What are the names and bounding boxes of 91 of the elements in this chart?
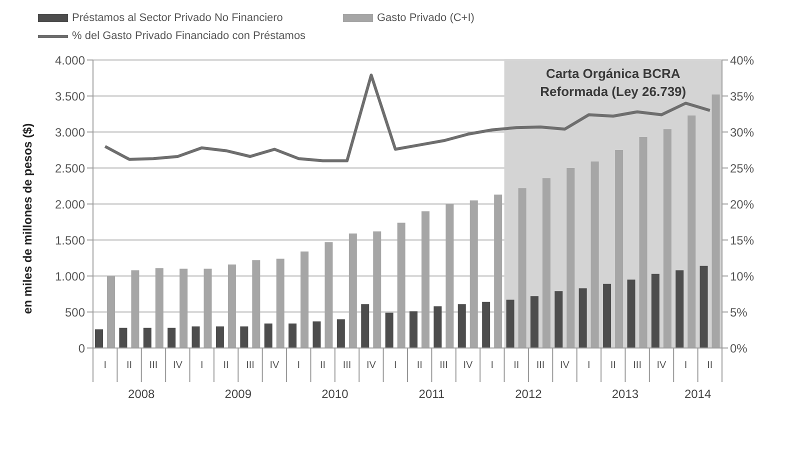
bar bbox=[518, 188, 526, 348]
bar bbox=[542, 178, 550, 348]
x-tick-label: I bbox=[394, 360, 397, 371]
bar bbox=[458, 304, 466, 348]
x-tick-label: IV bbox=[463, 360, 474, 371]
x-tick-label: II bbox=[223, 360, 229, 371]
x-tick-label: II bbox=[514, 360, 520, 371]
x-tick-label: IV bbox=[172, 360, 183, 371]
bar bbox=[312, 321, 321, 348]
text: 2008 bbox=[128, 387, 156, 401]
y2-tick-label: 25% bbox=[730, 161, 754, 176]
x-tick-label: I bbox=[684, 360, 688, 371]
x-tick-label: I bbox=[104, 360, 106, 371]
bar bbox=[590, 162, 599, 348]
y-tick-label: 0 bbox=[78, 341, 86, 356]
x-tick-label: II bbox=[707, 360, 713, 371]
x-tick-label: III bbox=[246, 360, 254, 371]
bar bbox=[434, 306, 442, 348]
x-tick-label: II bbox=[416, 360, 422, 371]
x-tick-label: I bbox=[490, 360, 494, 371]
text: 2010 bbox=[322, 387, 349, 401]
bar bbox=[651, 274, 660, 348]
bar bbox=[712, 94, 720, 348]
text: 2011 bbox=[418, 387, 445, 401]
x-tick-label: IV bbox=[560, 360, 570, 371]
bar bbox=[192, 326, 200, 348]
y-tick-label: 2.500 bbox=[54, 161, 86, 176]
bar bbox=[578, 288, 587, 348]
x-tick-label: III bbox=[149, 360, 158, 371]
x-tick-label: II bbox=[126, 360, 132, 371]
x-tick-label: III bbox=[342, 360, 352, 371]
bar bbox=[143, 328, 152, 348]
bar bbox=[639, 137, 648, 348]
bar bbox=[240, 326, 248, 348]
bar bbox=[482, 302, 490, 348]
legend-label: Gasto Privado (C+I) bbox=[376, 12, 474, 24]
y2-tick-label: 15% bbox=[730, 233, 754, 248]
bar bbox=[700, 266, 708, 348]
y-tick-label: 1.000 bbox=[54, 269, 86, 284]
text: 2013 bbox=[612, 387, 639, 401]
bar bbox=[566, 168, 575, 348]
x-tick-label: II bbox=[610, 360, 616, 371]
bar bbox=[603, 284, 612, 348]
y2-tick-label: 35% bbox=[730, 89, 754, 104]
y-tick-label: 500 bbox=[64, 305, 86, 320]
bar bbox=[336, 319, 345, 348]
bar bbox=[119, 328, 128, 348]
bar bbox=[663, 129, 672, 348]
y-tick-label: 1.500 bbox=[54, 233, 86, 248]
y-tick-label: 3.500 bbox=[54, 89, 86, 104]
x-tick-label: I bbox=[588, 360, 590, 371]
bar bbox=[95, 329, 103, 348]
bar bbox=[676, 270, 684, 348]
x-tick-label: IV bbox=[366, 360, 376, 371]
text: 2014 bbox=[684, 387, 712, 401]
legend-label: Préstamos al Sector Privado No Financiero bbox=[72, 12, 283, 24]
y2-tick-label: 20% bbox=[730, 197, 754, 212]
bar bbox=[688, 115, 696, 348]
y2-tick-label: 5% bbox=[730, 305, 748, 320]
y2-tick-label: 30% bbox=[730, 125, 754, 140]
x-tick-label: IV bbox=[656, 360, 667, 371]
bar bbox=[615, 150, 624, 348]
bar bbox=[385, 312, 394, 348]
bar bbox=[288, 324, 297, 348]
x-tick-label: III bbox=[536, 360, 545, 371]
bar bbox=[168, 328, 176, 348]
x-tick-label: IV bbox=[270, 360, 280, 371]
bar bbox=[506, 300, 514, 348]
bar bbox=[216, 326, 224, 348]
y2-tick-label: 10% bbox=[730, 269, 754, 284]
x-tick-label: III bbox=[440, 360, 448, 371]
y-tick-label: 2.000 bbox=[54, 197, 86, 212]
y-axis-title: en miles de millones de pesos ($) bbox=[20, 123, 34, 314]
bar bbox=[361, 304, 370, 348]
legend-label: % del Gasto Privado Financiado con Préstamos bbox=[72, 30, 306, 42]
bar bbox=[530, 296, 538, 348]
x-tick-label: I bbox=[200, 360, 204, 371]
y-tick-label: 4.000 bbox=[54, 53, 86, 68]
annotation: Carta Orgánica BCRA Reformada (Ley 26.739) bbox=[540, 66, 686, 99]
bar bbox=[554, 291, 563, 348]
text: 2012 bbox=[515, 387, 542, 401]
y-tick-label: 3.000 bbox=[54, 125, 86, 140]
x-tick-label: II bbox=[320, 360, 326, 371]
y2-tick-label: 40% bbox=[730, 53, 754, 68]
x-tick-label: I bbox=[297, 360, 300, 371]
bar bbox=[410, 311, 418, 348]
bar bbox=[627, 280, 636, 348]
bar bbox=[264, 324, 272, 348]
y2-tick-label: 0% bbox=[730, 341, 748, 356]
text: 2009 bbox=[224, 387, 252, 401]
x-tick-label: III bbox=[633, 360, 642, 371]
